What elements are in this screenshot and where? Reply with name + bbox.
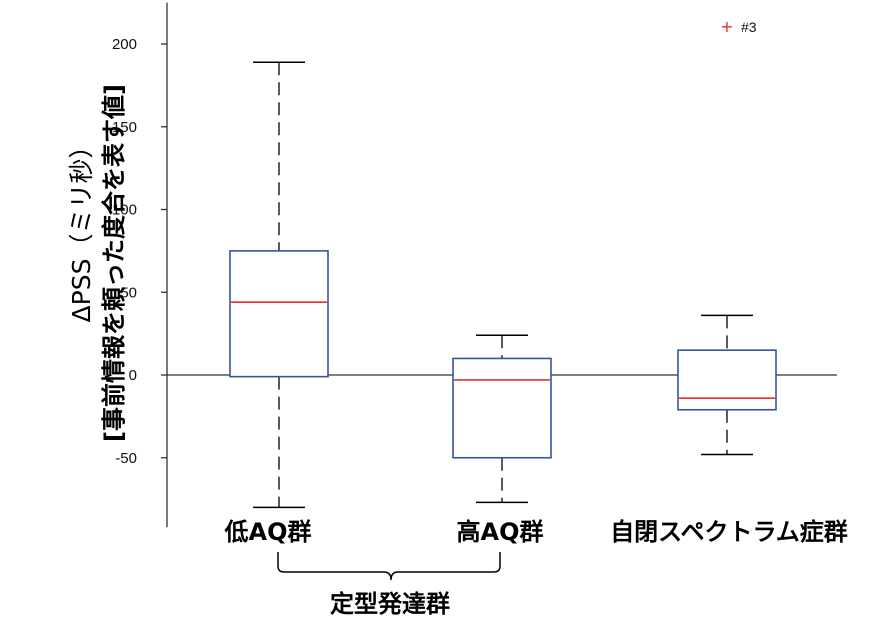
iqr-box (677, 349, 777, 411)
group-bracket-label: 定型発達群 (330, 590, 450, 618)
box-1 (229, 61, 329, 509)
outlier-label: #3 (741, 19, 757, 35)
category-label-low-aq: 低AQ群 (224, 518, 312, 546)
y-tick-label: 200 (112, 36, 137, 53)
y-tick-label: 100 (112, 202, 137, 219)
y-axis-sublabel: [事前情報を頼った度合を表す値] (100, 84, 128, 442)
outlier-marker: + (720, 17, 733, 36)
y-tick-label: 150 (112, 119, 137, 136)
y-axis-ticks: -50 0 50 100 150 200 (112, 36, 167, 467)
box-2 (452, 334, 552, 504)
group-bracket (277, 552, 501, 581)
iqr-box (452, 357, 552, 459)
y-tick-label: -50 (115, 450, 137, 467)
category-label-high-aq: 高AQ群 (457, 518, 544, 546)
box-series (229, 61, 777, 509)
y-axis-label: ΔPSS（ミリ秒） (67, 134, 96, 323)
box-3 (677, 314, 777, 456)
category-label-asd: 自閉スペクトラム症群 (610, 518, 848, 546)
y-tick-label: 50 (120, 284, 137, 301)
y-tick-label: 0 (129, 367, 137, 384)
iqr-box (229, 250, 329, 378)
